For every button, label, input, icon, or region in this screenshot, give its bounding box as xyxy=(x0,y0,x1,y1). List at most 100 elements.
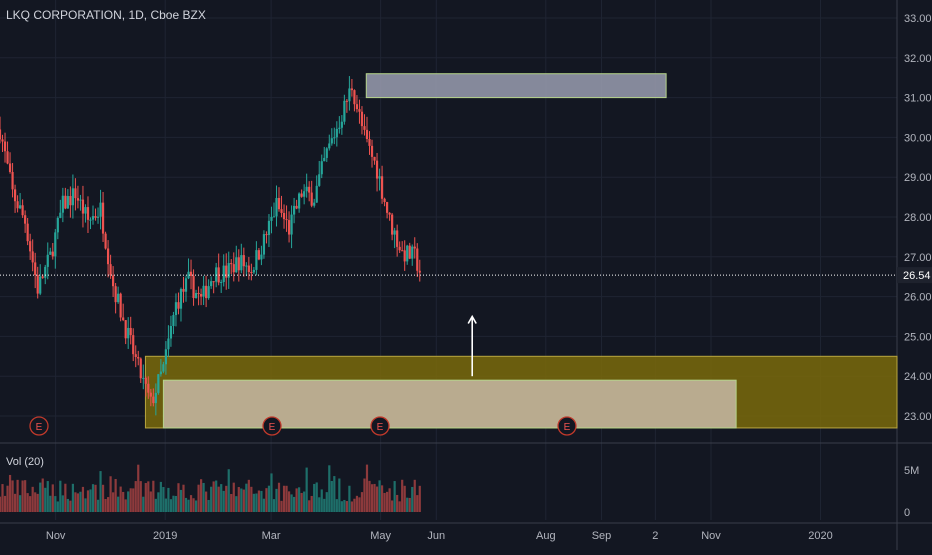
volume-bar xyxy=(101,484,105,512)
volume-bar xyxy=(124,499,127,512)
candle-body xyxy=(96,216,100,218)
volume-bar xyxy=(0,496,2,512)
candle-body xyxy=(112,275,115,287)
volume-bar xyxy=(282,485,286,512)
volume-bar xyxy=(174,495,178,512)
candle-body xyxy=(3,141,7,152)
volume-bar xyxy=(66,498,69,512)
candle-body xyxy=(114,286,117,303)
volume-bar xyxy=(59,480,62,512)
volume-bar xyxy=(162,487,165,512)
volume-bar xyxy=(277,482,281,512)
candles-group xyxy=(0,76,421,416)
candle-body xyxy=(363,126,366,130)
candle-body xyxy=(159,371,162,375)
candle-body xyxy=(282,212,286,220)
candle-body xyxy=(152,396,155,404)
candle-body xyxy=(368,139,371,146)
candle-body xyxy=(142,377,145,379)
candle-body xyxy=(373,156,376,161)
volume-label: Vol (20) xyxy=(6,456,44,468)
volume-bar xyxy=(370,484,374,512)
volume-bar xyxy=(167,487,170,512)
up-arrow-head xyxy=(467,314,477,324)
candle-body xyxy=(109,264,112,276)
candle-body xyxy=(172,315,175,327)
candle-body xyxy=(303,191,306,197)
volume-bar xyxy=(272,499,276,512)
candle-body xyxy=(245,265,248,267)
candle-body xyxy=(298,193,301,209)
candle-body xyxy=(99,202,102,217)
candle-body xyxy=(227,263,230,278)
volume-bar xyxy=(328,465,331,512)
x-tick-label: 2020 xyxy=(808,530,832,542)
candle-body xyxy=(71,188,74,206)
volume-bar xyxy=(54,496,57,512)
volume-bar xyxy=(26,493,29,512)
volume-bar xyxy=(142,496,145,512)
candle-body xyxy=(74,188,77,199)
candle-body xyxy=(202,285,205,297)
volume-bar xyxy=(350,501,354,512)
volume-bar xyxy=(159,481,162,512)
candle-body xyxy=(51,251,54,257)
volume-bar xyxy=(235,496,238,512)
candle-body xyxy=(237,257,240,271)
candle-body xyxy=(26,223,29,242)
candle-body xyxy=(16,201,19,209)
candle-body xyxy=(315,185,318,203)
volume-bar xyxy=(76,493,80,512)
volume-bar xyxy=(348,485,351,512)
last-price-tag xyxy=(897,267,932,284)
volume-bar xyxy=(182,484,185,512)
volume-bar xyxy=(386,491,389,512)
volume-bar xyxy=(69,500,72,512)
volume-bar xyxy=(215,480,218,512)
candle-body xyxy=(124,320,127,339)
earnings-marker-label: E xyxy=(564,422,571,433)
volume-bar xyxy=(71,483,74,512)
volume-bar xyxy=(275,488,278,512)
volume-bar xyxy=(154,498,157,512)
candle-body xyxy=(393,230,396,235)
y-tick-label: 28.00 xyxy=(904,212,932,224)
volume-bar xyxy=(114,478,117,512)
x-tick-label: Jun xyxy=(427,530,445,542)
candle-body xyxy=(295,205,298,209)
candle-body xyxy=(162,364,165,372)
volume-bar xyxy=(210,486,213,512)
volume-bar xyxy=(39,482,42,512)
candle-body xyxy=(348,88,351,102)
volume-bar xyxy=(119,486,122,512)
candle-body xyxy=(350,88,354,91)
volume-bar xyxy=(403,485,406,512)
volume-bar xyxy=(260,490,263,512)
volume-bar xyxy=(388,488,391,512)
volume-bar xyxy=(19,495,22,512)
x-tick-label: Aug xyxy=(536,530,556,542)
y-tick-label: 30.00 xyxy=(904,132,932,144)
candle-body xyxy=(46,254,49,267)
x-tick-label: Nov xyxy=(46,530,66,542)
volume-bar xyxy=(368,480,371,512)
candle-body xyxy=(355,104,359,110)
candle-body xyxy=(217,267,220,283)
candle-body xyxy=(340,121,343,128)
y-tick-label: 33.00 xyxy=(904,13,932,25)
volume-bar xyxy=(16,479,19,512)
candle-body xyxy=(240,255,243,271)
candle-body xyxy=(388,212,391,215)
candle-body xyxy=(122,317,125,321)
inner-zone xyxy=(162,379,737,429)
candle-body xyxy=(398,246,401,251)
volume-bar xyxy=(207,499,210,512)
volume-bar xyxy=(270,473,273,512)
volume-bar xyxy=(132,488,135,512)
volume-bar xyxy=(330,480,333,512)
volume-bar xyxy=(117,496,120,512)
candle-body xyxy=(396,230,399,247)
y-tick-label: 32.00 xyxy=(904,53,932,65)
